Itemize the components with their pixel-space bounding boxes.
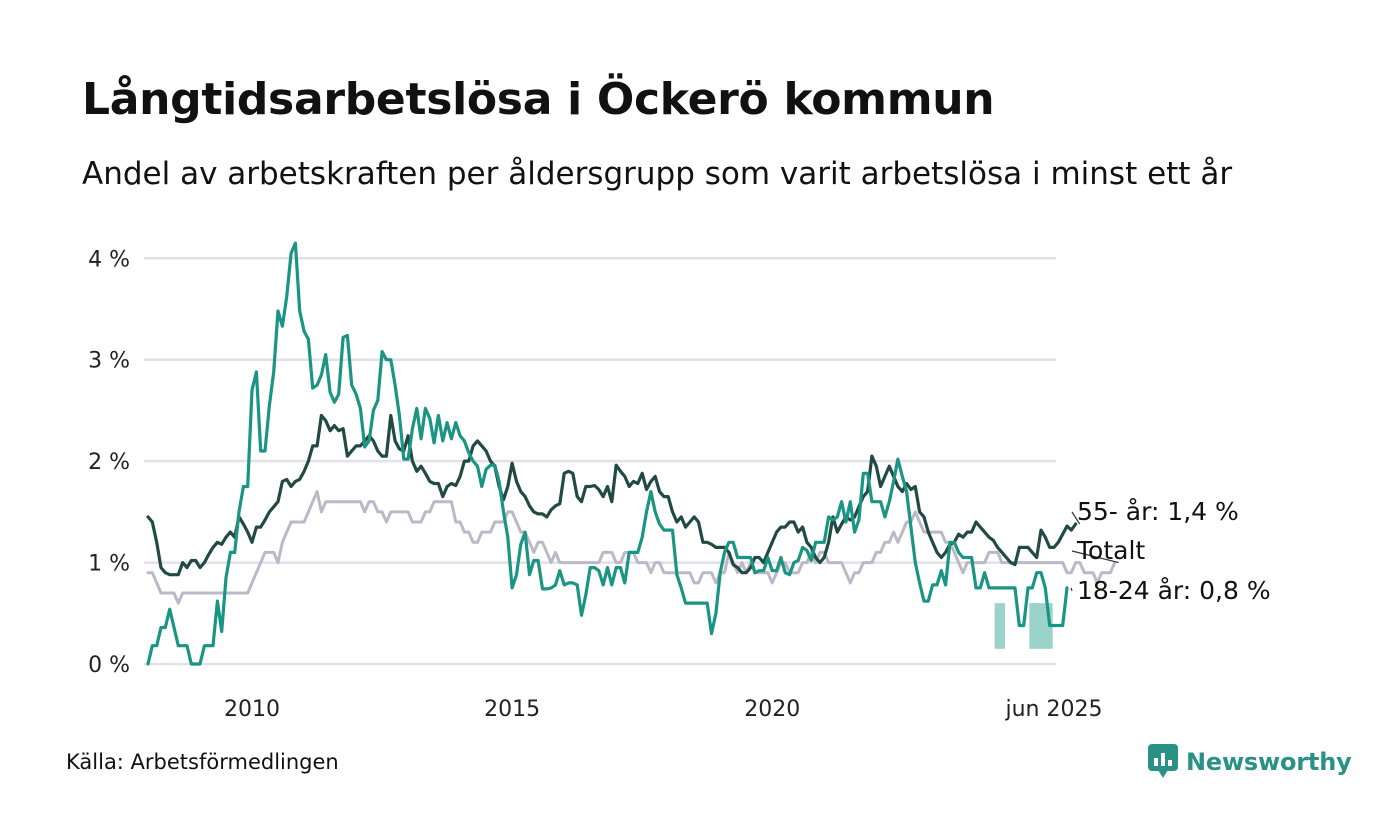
source-note: Källa: Arbetsförmedlingen: [66, 750, 339, 774]
brand-name: Newsworthy: [1186, 748, 1352, 776]
series-line-senior: [146, 413, 1078, 577]
chart-title: Långtidsarbetslösa i Öckerö kommun: [82, 74, 995, 125]
x-tick-label: 2010: [224, 697, 280, 722]
band-segment: [1029, 603, 1036, 649]
y-tick-label: 1 %: [88, 552, 130, 577]
band-segment: [998, 603, 1005, 649]
series-line-total: [146, 490, 1117, 605]
band-segment: [1037, 603, 1044, 649]
y-axis-tick-labels: 0 % 1 % 2 % 3 % 4 %: [88, 247, 130, 678]
end-label-senior: 55- år: 1,4 %: [1077, 497, 1239, 526]
x-tick-label: 2015: [484, 697, 540, 722]
band-segment: [1033, 603, 1040, 649]
x-tick-label: 2020: [744, 697, 800, 722]
end-label-total: Totalt: [1076, 536, 1145, 565]
x-tick-label: jun 2025: [1005, 697, 1103, 722]
y-tick-label: 2 %: [88, 450, 130, 475]
leader-line: [1071, 550, 1119, 564]
y-tick-label: 0 %: [88, 653, 130, 678]
newsworthy-logo-icon: [1148, 744, 1178, 778]
series-line-youth: [146, 241, 1069, 666]
y-tick-label: 4 %: [88, 247, 130, 272]
y-tick-label: 3 %: [88, 349, 130, 374]
chart-subtitle: Andel av arbetskraften per åldersgrupp s…: [82, 156, 1233, 192]
band-segment: [1042, 603, 1049, 649]
brand-logo[interactable]: Newsworthy: [1148, 744, 1352, 780]
leader-line: [1070, 587, 1073, 592]
band-segment: [994, 603, 1001, 649]
leader-line: [1071, 511, 1081, 525]
end-label-youth: 18-24 år: 0,8 %: [1077, 576, 1271, 605]
series-lines: [146, 241, 1117, 666]
series-end-labels: 55- år: 1,4 % Totalt 18-24 år: 0,8 %: [1070, 497, 1271, 605]
x-axis-tick-labels: 2010 2015 2020 jun 2025: [224, 697, 1102, 722]
